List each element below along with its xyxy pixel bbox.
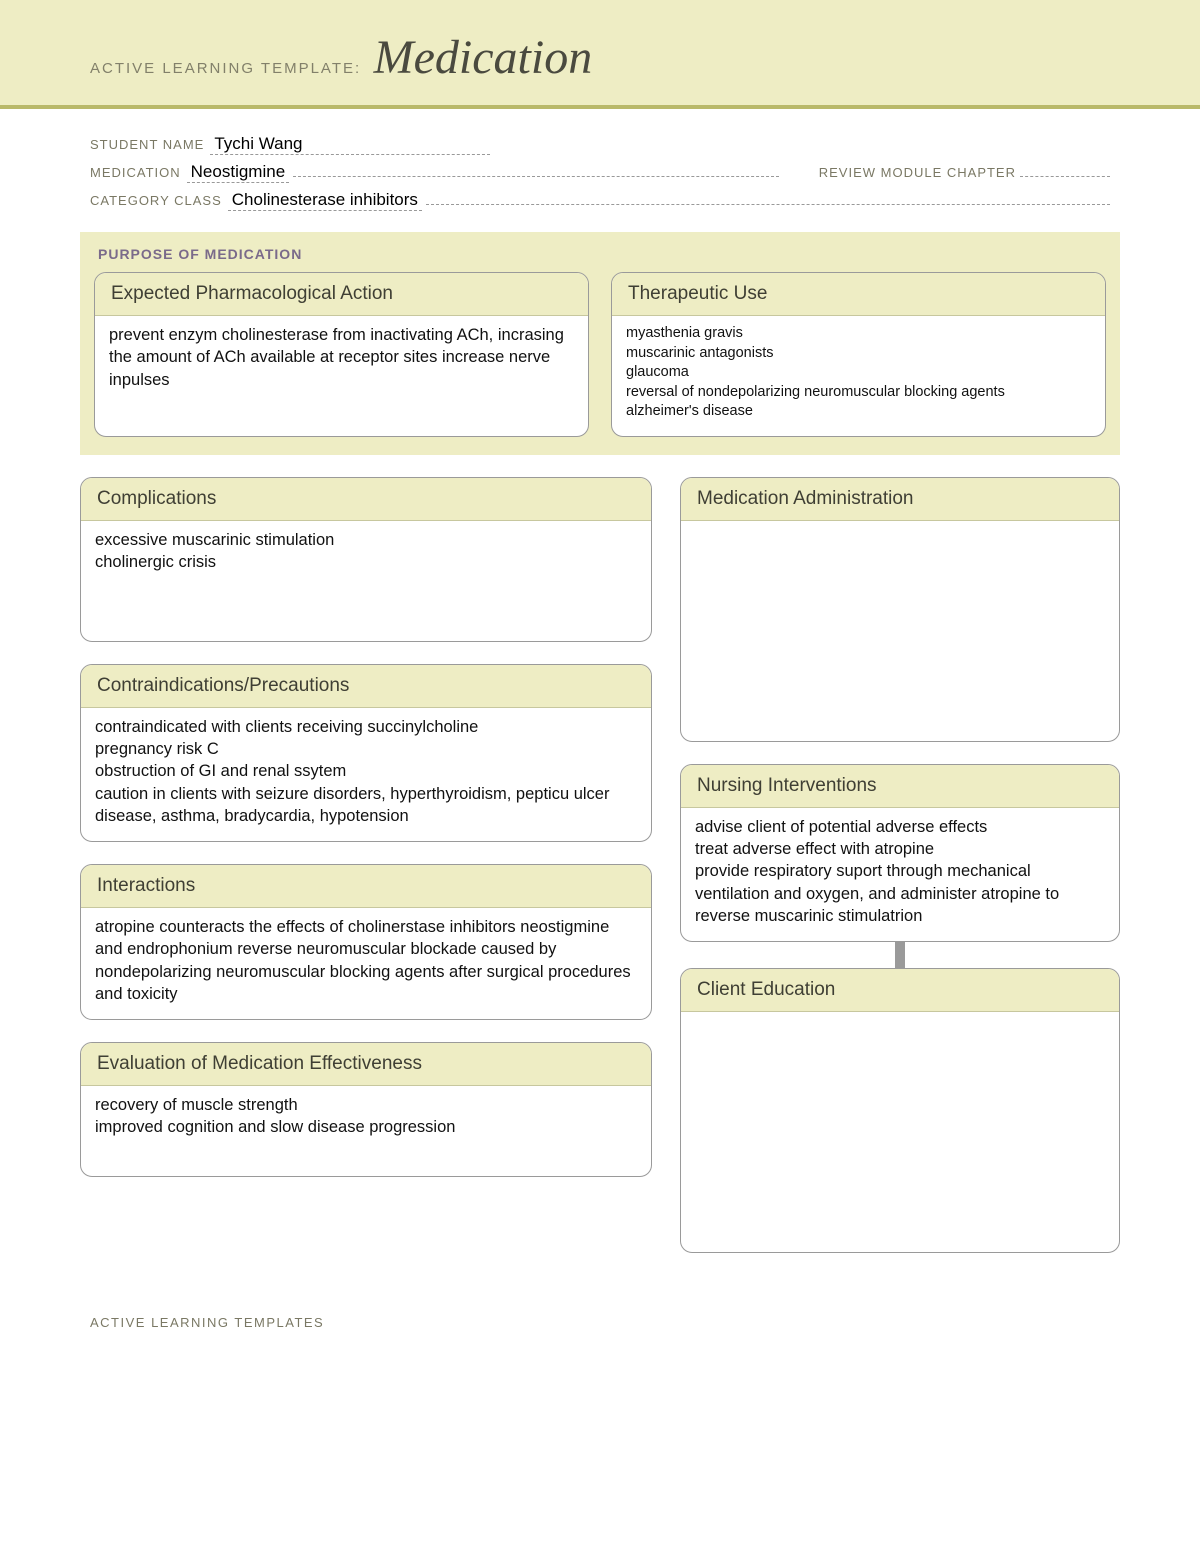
education-body <box>681 1012 1119 1252</box>
pharm-action-title: Expected Pharmacological Action <box>95 273 588 316</box>
footer-text: ACTIVE LEARNING TEMPLATES <box>0 1295 1200 1370</box>
header-title: Medication <box>374 31 593 84</box>
pharm-action-card: Expected Pharmacological Action prevent … <box>94 272 589 437</box>
page: ACTIVE LEARNING TEMPLATE: Medication STU… <box>0 0 1200 1370</box>
medication-label: MEDICATION <box>90 165 181 180</box>
medication-value: Neostigmine <box>187 162 290 183</box>
medication-blank <box>293 161 779 177</box>
contraindications-body: contraindicated with clients receiving s… <box>81 708 651 841</box>
medication-row: MEDICATION Neostigmine REVIEW MODULE CHA… <box>90 161 1110 183</box>
therapeutic-use-card: Therapeutic Use myasthenia gravis muscar… <box>611 272 1106 437</box>
review-blank <box>1020 161 1110 177</box>
therapeutic-use-title: Therapeutic Use <box>612 273 1105 316</box>
evaluation-title: Evaluation of Medication Effectiveness <box>81 1043 651 1086</box>
nursing-body: advise client of potential adverse effec… <box>681 808 1119 941</box>
interactions-title: Interactions <box>81 865 651 908</box>
administration-title: Medication Administration <box>681 478 1119 521</box>
complications-title: Complications <box>81 478 651 521</box>
contraindications-card: Contraindications/Precautions contraindi… <box>80 664 652 842</box>
student-value: Tychi Wang <box>210 134 490 155</box>
connector-line <box>895 942 905 968</box>
category-label: CATEGORY CLASS <box>90 193 222 208</box>
content-area: PURPOSE OF MEDICATION Expected Pharmacol… <box>0 232 1200 1295</box>
info-block: STUDENT NAME Tychi Wang MEDICATION Neost… <box>0 109 1200 232</box>
nursing-card: Nursing Interventions advise client of p… <box>680 764 1120 942</box>
administration-body <box>681 521 1119 741</box>
columns: Complications excessive muscarinic stimu… <box>80 477 1120 1275</box>
education-card: Client Education <box>680 968 1120 1253</box>
review-label: REVIEW MODULE CHAPTER <box>819 165 1016 180</box>
header-prefix: ACTIVE LEARNING TEMPLATE: <box>90 60 361 77</box>
interactions-card: Interactions atropine counteracts the ef… <box>80 864 652 1020</box>
category-blank <box>426 189 1110 205</box>
left-column: Complications excessive muscarinic stimu… <box>80 477 652 1275</box>
education-title: Client Education <box>681 969 1119 1012</box>
right-column: Medication Administration Nursing Interv… <box>680 477 1120 1275</box>
complications-body: excessive muscarinic stimulation choline… <box>81 521 651 641</box>
student-label: STUDENT NAME <box>90 137 204 152</box>
purpose-block: PURPOSE OF MEDICATION Expected Pharmacol… <box>80 232 1120 455</box>
complications-card: Complications excessive muscarinic stimu… <box>80 477 652 642</box>
category-value: Cholinesterase inhibitors <box>228 190 422 211</box>
pharm-action-body: prevent enzym cholinesterase from inacti… <box>95 316 588 405</box>
administration-card: Medication Administration <box>680 477 1120 742</box>
category-row: CATEGORY CLASS Cholinesterase inhibitors <box>90 189 1110 211</box>
therapeutic-use-body: myasthenia gravis muscarinic antagonists… <box>612 316 1105 436</box>
header-band: ACTIVE LEARNING TEMPLATE: Medication <box>0 0 1200 109</box>
purpose-label: PURPOSE OF MEDICATION <box>98 246 1106 262</box>
student-row: STUDENT NAME Tychi Wang <box>90 134 1110 155</box>
purpose-two-col: Expected Pharmacological Action prevent … <box>94 272 1106 437</box>
contraindications-title: Contraindications/Precautions <box>81 665 651 708</box>
nursing-title: Nursing Interventions <box>681 765 1119 808</box>
evaluation-card: Evaluation of Medication Effectiveness r… <box>80 1042 652 1177</box>
interactions-body: atropine counteracts the effects of chol… <box>81 908 651 1019</box>
evaluation-body: recovery of muscle strength improved cog… <box>81 1086 651 1176</box>
